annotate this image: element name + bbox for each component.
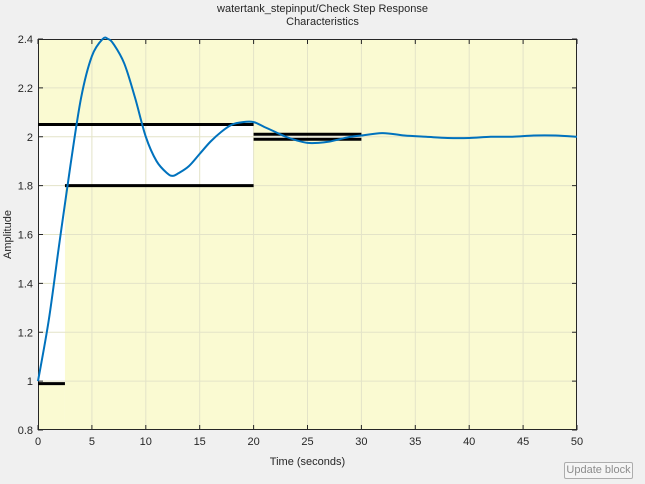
y-tick-label: 1.2 [18,327,33,339]
y-tick-label: 2.4 [18,34,33,46]
x-tick-label: 25 [301,436,313,448]
x-axis-label: Time (seconds) [270,456,345,468]
grid-lines [38,39,577,430]
y-tick-label: 2.2 [18,83,33,95]
x-tick-label: 15 [194,436,206,448]
axis-ticks: 0 5 10 15 20 25 30 35 40 45 50 0.8 1 1.2 1.4 1.6 1.8 2 2.2… [18,34,583,448]
x-tick-label: 20 [247,436,259,448]
plot-title-line1: watertank_stepinput/Check Step Response [217,3,428,15]
x-tick-label: 5 [89,436,95,448]
y-tick-label: 1.8 [18,181,33,193]
y-axis-label: Amplitude [2,210,14,259]
x-tick-label: 0 [35,436,41,448]
y-tick-label: 0.8 [18,425,33,437]
plot-title-line2: Characteristics [286,16,359,28]
update-block-button[interactable]: Update block [564,462,633,479]
lower-bound-region-1 [64,185,254,430]
lower-bound-region-0 [38,383,65,430]
x-tick-label: 30 [355,436,367,448]
x-tick-label: 10 [140,436,152,448]
x-tick-label: 40 [463,436,475,448]
y-tick-label: 1 [27,376,33,388]
y-tick-label: 1.6 [18,230,33,242]
x-tick-label: 45 [517,436,529,448]
x-tick-label: 35 [409,436,421,448]
step-response-line[interactable] [37,36,578,382]
y-tick-label: 1.4 [18,278,33,290]
x-tick-label: 50 [571,436,583,448]
y-tick-label: 2 [27,132,33,144]
